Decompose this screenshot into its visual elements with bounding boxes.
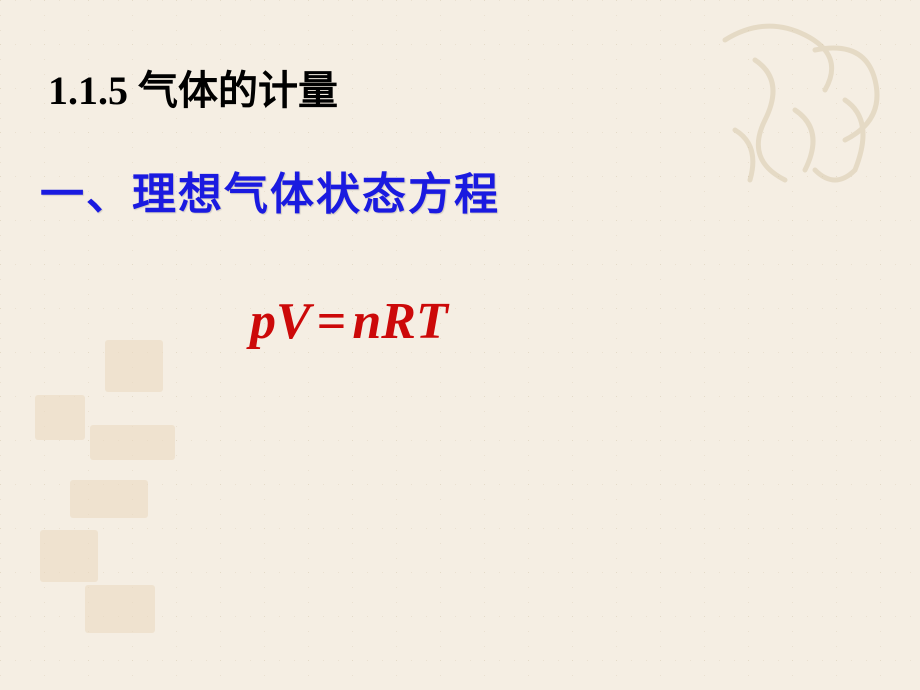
title-text: 气体的计量 bbox=[138, 68, 338, 113]
section-subtitle: 一、理想气体状态方程 bbox=[40, 158, 500, 222]
subtitle-prefix: 一、 bbox=[40, 170, 132, 219]
eq-R: R bbox=[381, 293, 416, 350]
section-number: 1.1.5 bbox=[48, 68, 128, 113]
seal-stamp bbox=[105, 340, 163, 392]
seal-stamp bbox=[35, 395, 85, 440]
seal-stamp bbox=[90, 425, 175, 460]
page-title: 1.1.5 气体的计量 bbox=[48, 58, 338, 116]
seal-stamp bbox=[85, 585, 155, 633]
ideal-gas-equation: pV=nRT bbox=[250, 292, 448, 351]
calligraphy-corner bbox=[705, 10, 905, 200]
eq-equals: = bbox=[311, 293, 353, 350]
seal-stamp bbox=[40, 530, 98, 582]
eq-p: p bbox=[250, 293, 276, 350]
eq-n: n bbox=[352, 293, 381, 350]
seal-stamp bbox=[70, 480, 148, 518]
eq-T: T bbox=[416, 293, 448, 350]
eq-V: V bbox=[276, 293, 311, 350]
subtitle-text: 理想气体状态方程 bbox=[132, 170, 500, 219]
